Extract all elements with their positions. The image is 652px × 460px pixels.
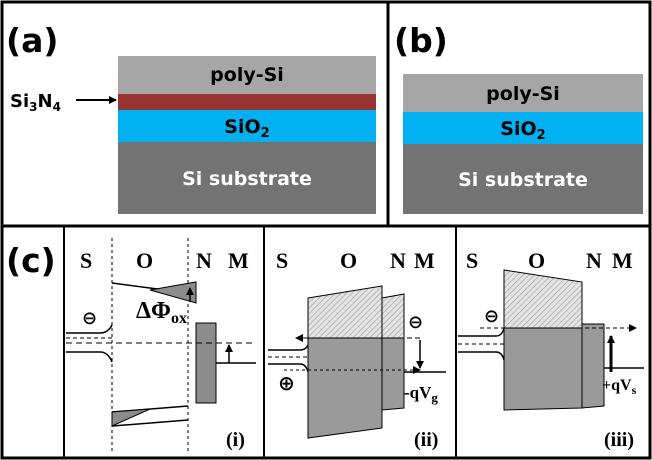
hole-symbol: ⊕ (278, 371, 295, 395)
panel-b: (b) poly-Si SiO2 Si substrate (394, 21, 643, 214)
oxide-conduction-region (503, 269, 583, 329)
si-conduction-band (268, 344, 309, 351)
b-sio2-label: SiO2 (500, 118, 545, 143)
nitride-band (195, 322, 217, 404)
nitride-conduction-region (381, 293, 405, 339)
panel-b-tag: (b) (394, 21, 448, 60)
header-m: M (228, 248, 249, 273)
panel-a: (a) poly-Si SiO2 Si substrate Si3N4 (6, 21, 376, 214)
band-diagram-i: S O N M ⊖ ΔΦox (i) (66, 238, 256, 452)
si-valence-band (66, 351, 113, 363)
nitride-layer (118, 94, 376, 110)
b-poly-si-label: poly-Si (486, 83, 560, 105)
si-valence-band (268, 363, 309, 373)
si-conduction-band (458, 327, 505, 337)
oxide-bottom (111, 419, 189, 427)
si-conduction-band (66, 324, 113, 334)
header-m: M (612, 248, 633, 273)
header-s: S (276, 248, 288, 273)
header-m: M (414, 248, 435, 273)
header-o: O (528, 248, 545, 273)
delta-phi-label: ΔΦox (136, 298, 187, 327)
si-valence-band (458, 351, 505, 361)
band-diagram-ii: S O N M ⊖ ⊕ -qVg (ii) (268, 248, 446, 451)
poly-si-label: poly-Si (210, 64, 284, 86)
roman-i: (i) (226, 429, 245, 451)
electron-symbol: ⊖ (82, 308, 97, 329)
header-n: N (586, 248, 602, 273)
roman-ii: (ii) (414, 429, 438, 451)
band-diagram-iii: S O N M ⊖ +qVs (iii) (458, 248, 644, 451)
header-s: S (80, 248, 92, 273)
gate-voltage-label: -qVg (404, 383, 438, 405)
header-s: S (466, 248, 478, 273)
header-o: O (136, 248, 153, 273)
oxide-valence-region (503, 327, 583, 411)
substrate-layer (118, 142, 376, 214)
header-n: N (390, 248, 406, 273)
b-sio2-layer (403, 112, 643, 144)
nitride-valence-region (381, 337, 405, 411)
electron-symbol: ⊖ (408, 312, 423, 333)
sio2-label: SiO2 (224, 116, 269, 141)
poly-si-layer (118, 56, 376, 94)
vb-shift-wedge (111, 408, 151, 427)
nitride-valence-region (581, 323, 605, 409)
nitride-label: Si3N4 (10, 91, 61, 114)
substrate-label: Si substrate (182, 168, 312, 190)
b-poly-si-layer (403, 74, 643, 112)
substrate-voltage-label: +qVs (602, 377, 637, 397)
electron-symbol: ⊖ (484, 306, 499, 327)
roman-iii: (iii) (604, 429, 634, 451)
b-substrate-layer (403, 144, 643, 214)
oxide-valence-region (307, 337, 383, 439)
panel-c-tag: (c) (6, 241, 56, 280)
b-substrate-label: Si substrate (458, 169, 588, 191)
panel-a-tag: (a) (6, 21, 58, 60)
oxide-conduction-region (307, 285, 383, 339)
sio2-layer (118, 110, 376, 142)
header-o: O (340, 248, 357, 273)
cb-shift-wedge (149, 281, 197, 304)
header-n: N (196, 248, 212, 273)
